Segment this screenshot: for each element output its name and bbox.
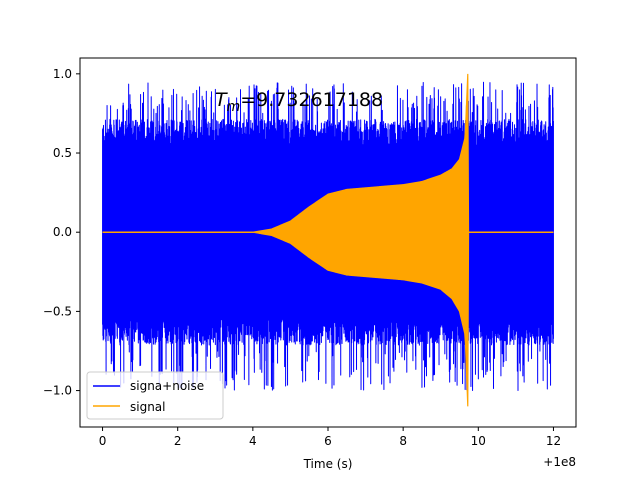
legend-box (86, 371, 224, 420)
tm-value: =9.732617188 (240, 89, 383, 111)
tm-annotation: Tm=9.732617188 (215, 89, 383, 115)
series-layer (102, 73, 554, 407)
y-tick-label: −0.5 (43, 304, 72, 318)
legend-label-noise: signa+noise (130, 379, 204, 393)
legend-label-signal: signal (130, 400, 166, 414)
x-tick-label: 10 (471, 434, 486, 448)
x-tick-label: 6 (324, 434, 332, 448)
x-tick-label: 8 (399, 434, 407, 448)
x-tick-label: 0 (99, 434, 107, 448)
plot-area (79, 57, 577, 428)
x-axis: 0 2 4 6 8 10 12 (99, 427, 561, 448)
tm-symbol: T (215, 89, 228, 111)
x-axis-label: Time (s) (303, 457, 353, 471)
x-offset-label: +1e8 (543, 455, 576, 469)
x-tick-label: 2 (174, 434, 182, 448)
legend: signa+noise signal (86, 371, 224, 420)
tm-subscript: m (227, 99, 241, 115)
y-tick-label: 1.0 (53, 67, 72, 81)
y-tick-label: 0.5 (53, 146, 72, 160)
x-tick-label: 12 (546, 434, 561, 448)
y-tick-label: −1.0 (43, 384, 72, 398)
y-tick-label: 0.0 (53, 225, 72, 239)
x-tick-label: 4 (249, 434, 257, 448)
y-axis: −1.0 −0.5 0.0 0.5 1.0 (43, 67, 80, 398)
